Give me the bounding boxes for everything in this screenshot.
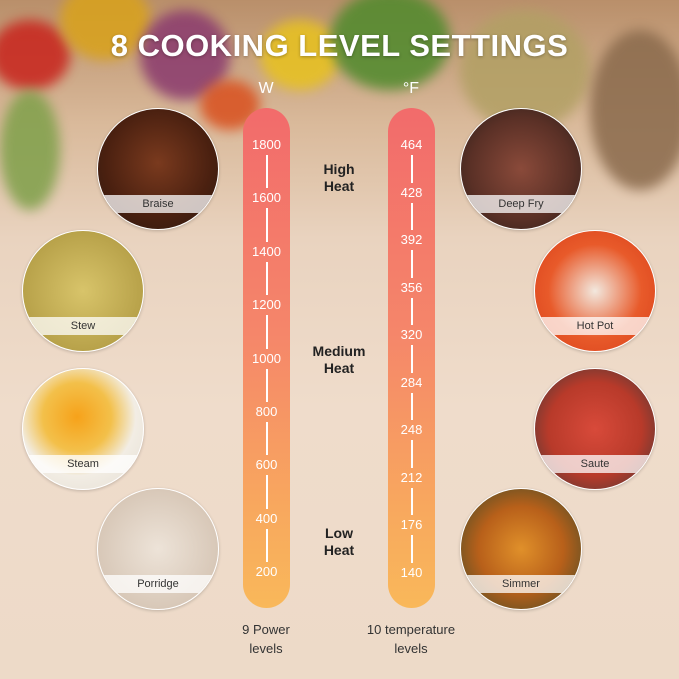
mode-label: Saute	[535, 455, 655, 473]
mode-saute: Saute	[534, 368, 656, 490]
mode-simmer: Simmer	[460, 488, 582, 610]
tick-connector	[411, 440, 413, 468]
caption-line: levels	[394, 641, 428, 656]
mode-label: Porridge	[98, 575, 218, 593]
caption-line: levels	[249, 641, 283, 656]
tick-label: 176	[400, 517, 423, 533]
heat-label-low: Low Heat	[299, 525, 379, 559]
tick-connector	[266, 315, 268, 349]
tick-label: 200	[255, 564, 278, 579]
heat-label-line: Medium	[312, 343, 366, 359]
tick-label: 212	[400, 469, 423, 485]
tick-connector	[266, 208, 268, 242]
tick-label: 1600	[252, 190, 281, 206]
tick-connector	[266, 475, 268, 509]
mode-label: Steam	[23, 455, 143, 473]
tick-label: 248	[400, 422, 423, 438]
tick-label: 800	[255, 403, 278, 419]
mode-braise: Braise	[97, 108, 219, 230]
temp-unit-label: °F	[402, 80, 420, 97]
tick-connector	[411, 202, 413, 231]
tick-label: 1200	[252, 297, 281, 313]
tick-label: 428	[400, 184, 423, 200]
mode-steam: Steam	[22, 368, 144, 490]
mode-stew: Stew	[22, 230, 144, 352]
mode-porridge: Porridge	[97, 488, 219, 610]
mode-deep-fry: Deep Fry	[460, 108, 582, 230]
mode-label: Hot Pot	[535, 317, 655, 335]
heat-label-line: Heat	[323, 542, 355, 558]
tick-label: 1800	[252, 137, 281, 152]
mode-label: Stew	[23, 317, 143, 335]
power-level-bar: 1800 1600 1400 1200 1000 800 600 400 200	[243, 108, 290, 608]
power-unit-label: W	[258, 80, 274, 97]
heat-label-medium: Medium Heat	[299, 343, 379, 377]
tick-label: 356	[400, 279, 423, 295]
tick-connector	[411, 250, 413, 278]
power-caption: 9 Power levels	[226, 620, 306, 658]
tick-label: 400	[255, 510, 278, 526]
heat-label-line: High	[323, 161, 355, 177]
tick-label: 1000	[252, 350, 281, 366]
tick-label: 464	[400, 137, 423, 152]
heat-label-line: Low	[325, 525, 353, 541]
tick-connector	[411, 392, 413, 421]
mode-label: Simmer	[461, 575, 581, 593]
mode-label: Deep Fry	[461, 195, 581, 213]
tick-label: 392	[400, 232, 423, 248]
mode-label: Braise	[98, 195, 218, 213]
heat-label-high: High Heat	[299, 161, 379, 195]
tick-connector	[266, 368, 268, 402]
tick-connector	[411, 345, 413, 373]
tick-label: 1400	[252, 243, 281, 259]
mode-hot-pot: Hot Pot	[534, 230, 656, 352]
tick-connector	[266, 155, 268, 189]
tick-connector	[266, 421, 268, 456]
page-title: 8 COOKING LEVEL SETTINGS	[110, 28, 569, 63]
tick-connector	[411, 535, 413, 563]
tick-connector	[266, 528, 268, 562]
tick-label: 284	[400, 374, 423, 390]
tick-connector	[266, 261, 268, 296]
caption-line: 9 Power	[242, 622, 290, 637]
temp-caption: 10 temperature levels	[351, 620, 471, 658]
tick-label: 140	[400, 565, 423, 580]
caption-line: 10 temperature	[366, 622, 456, 637]
temperature-level-bar: 464 428 392 356 320 284 248 212 176 140	[388, 108, 435, 608]
tick-connector	[411, 155, 413, 183]
heat-label-line: Heat	[323, 178, 355, 194]
tick-label: 600	[255, 457, 278, 473]
heat-label-line: Heat	[323, 360, 355, 376]
tick-label: 320	[400, 327, 423, 343]
tick-connector	[411, 487, 413, 516]
tick-connector	[411, 297, 413, 326]
